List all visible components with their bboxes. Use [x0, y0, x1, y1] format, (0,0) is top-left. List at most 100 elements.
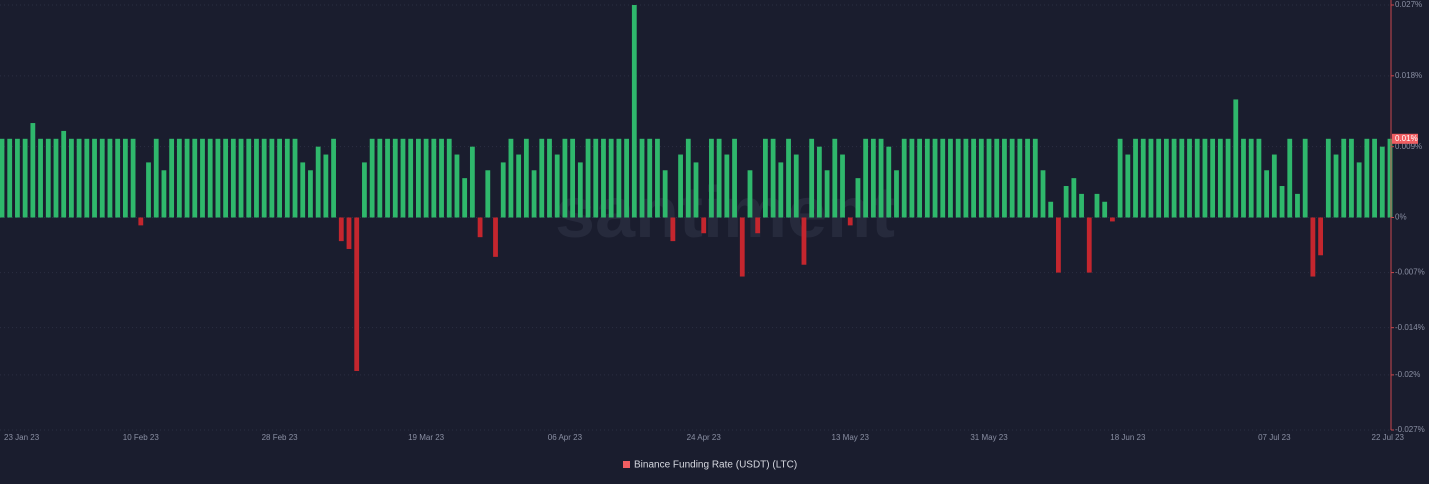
bar [724, 154, 730, 218]
bar [1025, 138, 1030, 218]
bar [385, 138, 390, 218]
bar [940, 138, 946, 218]
bar [254, 138, 259, 218]
bar [1048, 201, 1054, 218]
bar [1287, 138, 1293, 218]
bar [1310, 217, 1316, 277]
bar [1225, 138, 1231, 218]
y-tick-label: 0.027% [1395, 0, 1422, 9]
bar [1179, 138, 1185, 218]
bar [793, 154, 799, 218]
bar [801, 217, 807, 265]
bar [1017, 138, 1023, 218]
bar [570, 138, 576, 218]
bar [593, 138, 599, 218]
bar [917, 138, 923, 218]
bar [15, 138, 20, 218]
bar [924, 138, 930, 218]
bar [909, 138, 915, 218]
bar [138, 217, 144, 226]
bar [1071, 178, 1077, 218]
bar [1318, 217, 1323, 256]
bar [624, 138, 629, 218]
bar [1032, 138, 1038, 218]
x-tick-label: 23 Jan 23 [4, 433, 40, 442]
bar [716, 138, 722, 218]
bar [1110, 217, 1115, 222]
bar [863, 138, 869, 218]
bar [369, 138, 375, 218]
bar [1202, 138, 1208, 218]
bar [400, 138, 406, 218]
bar [1009, 138, 1015, 218]
bar [462, 178, 468, 218]
bar [1217, 138, 1223, 218]
bar [485, 170, 491, 218]
bar [1302, 138, 1308, 218]
bar [92, 138, 97, 218]
bar [855, 178, 861, 218]
bar [1086, 217, 1092, 273]
x-tick-label: 22 Jul 23 [1372, 433, 1405, 442]
bars [0, 5, 1393, 371]
bar [755, 217, 761, 234]
bar [377, 138, 383, 218]
bar [1171, 138, 1177, 218]
bar [122, 138, 128, 218]
bar [886, 146, 892, 218]
bar [84, 138, 90, 218]
bar [1102, 201, 1108, 218]
bar [631, 5, 637, 218]
bar [161, 170, 167, 218]
bar [901, 138, 907, 218]
bar [809, 138, 815, 218]
bar [45, 138, 51, 218]
bar [215, 138, 221, 218]
y-tick-label: 0.018% [1395, 71, 1422, 80]
y-tick-label: 0% [1395, 213, 1407, 222]
bar [1156, 138, 1162, 218]
bar [323, 154, 329, 218]
bar [577, 162, 583, 218]
bar [30, 123, 36, 218]
bar [69, 138, 74, 218]
bar [1063, 186, 1069, 218]
bar [1040, 170, 1046, 218]
bar [439, 138, 444, 218]
bar [1148, 138, 1154, 218]
current-value-box [1392, 133, 1418, 144]
bar [423, 138, 429, 218]
x-tick-label: 18 Jun 23 [1110, 433, 1146, 442]
bar [1125, 154, 1131, 218]
bar [22, 138, 28, 218]
bar [747, 170, 753, 218]
bar [76, 138, 82, 218]
bar [539, 138, 545, 218]
bar [1364, 138, 1370, 218]
bar [585, 138, 591, 218]
bar [662, 170, 668, 218]
x-tick-label: 06 Apr 23 [548, 433, 583, 442]
bar [647, 138, 653, 218]
bar [508, 138, 514, 218]
bar [932, 138, 938, 218]
y-tick-label: 0.009% [1395, 142, 1422, 151]
bar [824, 170, 830, 218]
bar [1194, 138, 1200, 218]
bar [948, 138, 953, 218]
bar [500, 162, 506, 218]
bar [1241, 138, 1246, 218]
bar [261, 138, 267, 218]
bar [416, 138, 421, 218]
bar [230, 138, 236, 218]
bar [431, 138, 437, 218]
bar [223, 138, 229, 218]
bar [732, 138, 737, 218]
bar [608, 138, 614, 218]
bar [284, 138, 290, 218]
bar [238, 138, 244, 218]
bar [693, 162, 699, 218]
bar [493, 217, 498, 257]
bar [816, 146, 822, 218]
bar [200, 138, 205, 218]
